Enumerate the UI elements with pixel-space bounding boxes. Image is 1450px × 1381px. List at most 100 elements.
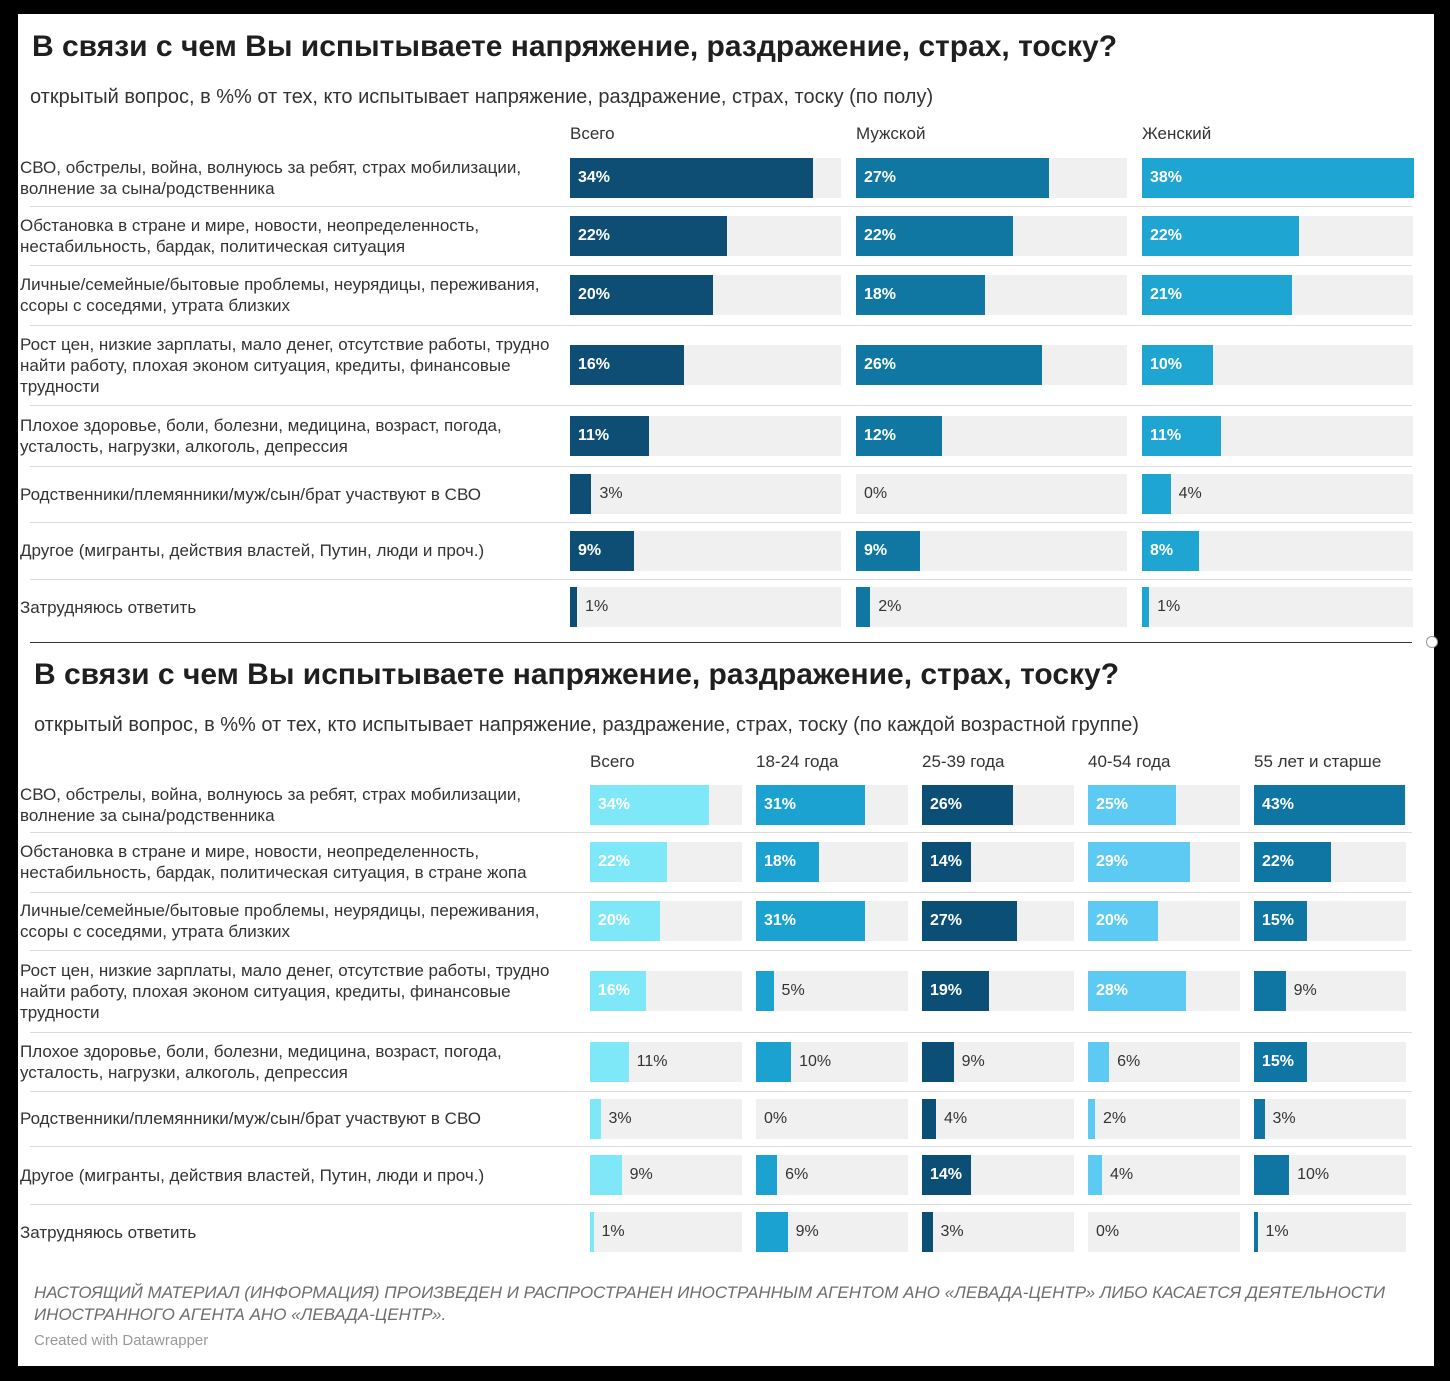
chart-title: В связи с чем Вы испытываете напряжение,… [34,658,1120,691]
bar [922,1155,972,1195]
bar-track: 18% [856,275,1127,315]
chart-frame: В связи с чем Вы испытываете напряжение,… [18,14,1438,1366]
bar [1088,1098,1096,1139]
bar [590,785,710,825]
bar [1088,1041,1110,1082]
bar-track: 22% [1142,215,1413,256]
bar [1254,971,1286,1011]
bar-track: 3% [570,474,841,514]
column-header: Женский [1142,124,1212,143]
resize-handle-icon[interactable] [1426,636,1438,648]
table-row [30,892,1412,951]
bar [922,842,972,882]
bar [1088,785,1176,825]
bar [1254,1155,1290,1195]
bar [1254,1212,1258,1252]
bar-track: 34% [570,158,841,198]
bar [1142,215,1300,256]
data-label: 11% [578,426,610,444]
bar-track: 16% [570,345,841,385]
bar [756,842,820,882]
data-label: 12% [864,426,897,444]
table-row [30,778,1412,833]
table-row [30,466,1412,523]
bar-track: 15% [1254,1041,1406,1082]
data-label: 14% [930,1166,963,1183]
bar-track: 1% [590,1212,742,1252]
bar-track: 31% [756,785,908,825]
data-label: 0% [764,1109,788,1127]
chart-subtitle: открытый вопрос, в %% от тех, кто испыты… [30,86,934,108]
category-label: Другое (мигранты, действия властей, Пути… [20,541,485,560]
bar-track: 9% [570,530,841,571]
bar [756,785,865,825]
bar-track: 8% [1142,530,1413,571]
category-label: Другое (мигранты, действия властей, Пути… [20,1165,485,1185]
bar-track: 3% [1254,1098,1406,1139]
data-label: 3% [1272,1109,1296,1127]
category-label: Затрудняюсь ответить [20,597,197,617]
bar-track: 19% [922,971,1074,1011]
bar [590,1041,629,1082]
bar-track: 16% [590,971,742,1011]
bar [570,215,728,256]
data-label: 1% [601,1223,625,1240]
data-label: 27% [864,169,897,186]
data-label: 10% [1150,356,1183,373]
bar-track: 0% [756,1098,908,1139]
bar-track: 34% [590,785,742,825]
bar [756,1155,778,1195]
bar [590,842,668,882]
data-label: 11% [1150,426,1182,444]
data-label: 9% [629,1166,653,1183]
bar-track: 25% [1088,785,1240,825]
table-row [30,1146,1412,1205]
bar-track: 26% [922,785,1074,825]
data-label: 1% [1157,598,1181,615]
bar [570,275,713,315]
data-label: 22% [598,853,631,870]
bar-track: 22% [1254,842,1406,882]
bar [1088,1155,1103,1195]
data-label: 15% [1262,1052,1295,1070]
data-label: 21% [1150,286,1183,303]
data-label: 15% [1262,912,1295,929]
data-label: 4% [944,1109,968,1127]
bar [856,345,1042,385]
bar [570,587,578,627]
data-label: 20% [1096,912,1129,929]
table-row [30,265,1412,326]
bar [922,901,1017,941]
bar [590,971,647,1011]
bar-track: 18% [756,842,908,882]
category-label: Обстановка в стране и мире, новости, нео… [20,215,480,256]
bar-track: 21% [1142,275,1413,315]
bar [856,158,1049,198]
category-label: Плохое здоровье, боли, болезни, медицина… [20,1041,502,1082]
category-label: Плохое здоровье, боли, болезни, медицина… [20,415,502,456]
table-row [30,832,1412,893]
column-header: 55 лет и старше [1254,752,1382,771]
datawrapper-credit[interactable]: Created with Datawrapper [34,1332,209,1349]
data-label: 16% [598,982,631,999]
bar-track: 9% [590,1155,742,1195]
data-label: 6% [785,1166,809,1183]
data-label: 22% [864,226,897,244]
bar-track: 10% [1142,345,1413,385]
bar-track: 10% [756,1041,908,1082]
data-label: 6% [1117,1052,1141,1070]
category-label: Личные/семейные/бытовые проблемы, неуряд… [20,901,540,941]
bar-track: 11% [1142,415,1413,456]
category-label: Затрудняюсь ответить [20,1222,197,1242]
data-label: 26% [930,796,963,813]
data-label: 22% [578,226,611,244]
data-label: 5% [781,982,805,999]
data-label: 0% [864,485,888,502]
table-row [30,1091,1412,1147]
bar [1088,842,1190,882]
category-label: Родственники/племянники/муж/сын/брат уча… [20,1109,481,1128]
table-row [30,206,1412,266]
bar-track: 22% [856,215,1127,256]
category-label: Обстановка в стране и мире, новости, нео… [20,842,527,882]
bar [1142,415,1221,456]
